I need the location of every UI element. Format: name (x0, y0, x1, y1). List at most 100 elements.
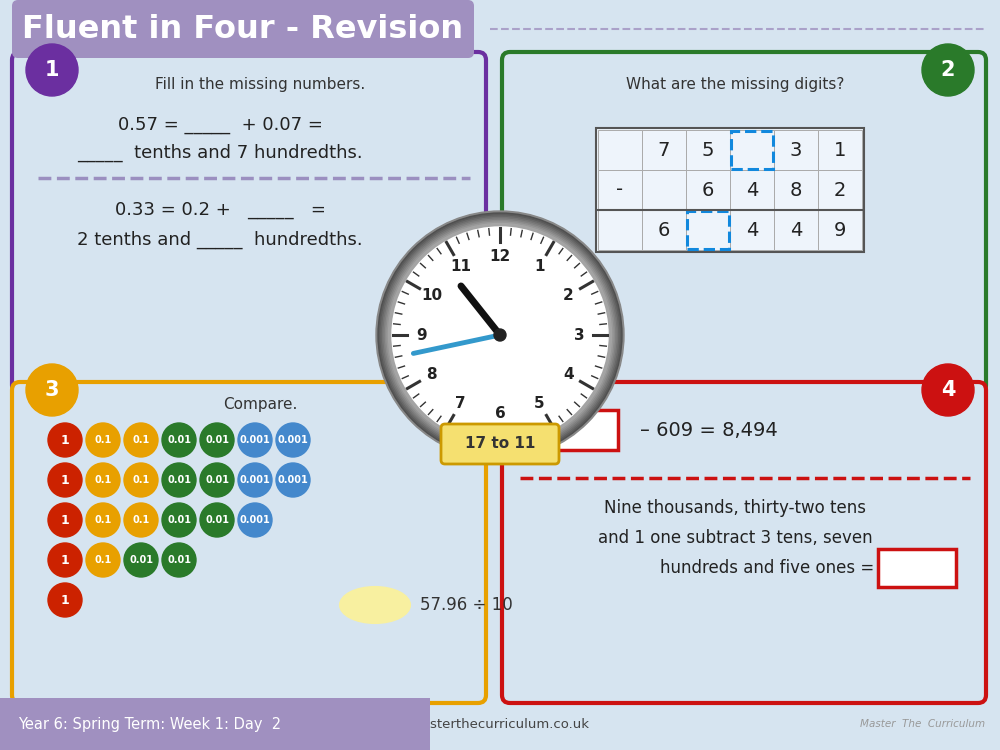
Circle shape (238, 423, 272, 457)
Circle shape (238, 463, 272, 497)
FancyBboxPatch shape (878, 549, 956, 587)
Circle shape (387, 222, 613, 448)
Text: 2: 2 (941, 60, 955, 80)
Circle shape (381, 216, 619, 454)
Circle shape (48, 423, 82, 457)
Ellipse shape (340, 587, 410, 623)
Text: 3: 3 (790, 140, 802, 160)
Bar (686, 130, 730, 170)
Bar (774, 210, 818, 250)
Circle shape (392, 227, 608, 443)
Circle shape (922, 44, 974, 96)
Bar (598, 130, 642, 170)
Circle shape (124, 543, 158, 577)
Text: 0.1: 0.1 (94, 435, 112, 445)
Bar (774, 170, 818, 210)
Circle shape (162, 463, 196, 497)
FancyBboxPatch shape (441, 424, 559, 464)
Text: 0.01: 0.01 (167, 435, 191, 445)
Text: -: - (616, 181, 624, 200)
Text: Year 6: Spring Term: Week 1: Day  2: Year 6: Spring Term: Week 1: Day 2 (18, 716, 281, 731)
Text: 12: 12 (489, 249, 511, 264)
Text: Compare.: Compare. (223, 398, 297, 412)
FancyBboxPatch shape (12, 0, 474, 58)
Circle shape (48, 543, 82, 577)
Bar (642, 170, 686, 210)
Text: 0.1: 0.1 (132, 435, 150, 445)
Text: 0.33 = 0.2 +   _____   =: 0.33 = 0.2 + _____ = (115, 201, 325, 219)
Text: 0.001: 0.001 (240, 435, 270, 445)
Text: 7: 7 (455, 396, 466, 411)
Circle shape (162, 543, 196, 577)
Text: 17 to 11: 17 to 11 (465, 436, 535, 451)
Circle shape (386, 220, 614, 449)
Text: 3: 3 (45, 380, 59, 400)
Circle shape (922, 364, 974, 416)
Circle shape (48, 463, 82, 497)
Text: 11: 11 (450, 260, 471, 274)
Bar (687, 211, 729, 249)
Text: 6: 6 (658, 220, 670, 239)
Text: 4: 4 (790, 220, 802, 239)
Text: 0.001: 0.001 (240, 515, 270, 525)
Text: 57.96 ÷ 10: 57.96 ÷ 10 (420, 596, 513, 614)
Bar (598, 210, 642, 250)
Text: 1: 1 (834, 140, 846, 160)
Circle shape (124, 463, 158, 497)
Bar (686, 210, 730, 250)
Bar (730, 170, 774, 210)
Text: 0.001: 0.001 (278, 435, 308, 445)
Circle shape (376, 211, 624, 459)
Text: Master  The  Curriculum: Master The Curriculum (860, 719, 985, 729)
Text: 0.01: 0.01 (205, 475, 229, 485)
Text: Nine thousands, thirty-two tens: Nine thousands, thirty-two tens (604, 499, 866, 517)
Text: Fluent in Four - Revision: Fluent in Four - Revision (22, 13, 464, 44)
Text: 1: 1 (61, 473, 69, 487)
Text: 0.01: 0.01 (167, 515, 191, 525)
Text: 8: 8 (790, 181, 802, 200)
Circle shape (26, 44, 78, 96)
Bar (598, 170, 642, 210)
Text: What are the missing digits?: What are the missing digits? (626, 77, 844, 92)
Text: 0.1: 0.1 (94, 515, 112, 525)
Circle shape (48, 583, 82, 617)
FancyBboxPatch shape (12, 52, 486, 393)
Text: 5: 5 (702, 140, 714, 160)
Text: _____  tenths and 7 hundredths.: _____ tenths and 7 hundredths. (77, 144, 363, 162)
Text: and 1 one subtract 3 tens, seven: and 1 one subtract 3 tens, seven (598, 529, 872, 547)
Text: 2 tenths and _____  hundredths.: 2 tenths and _____ hundredths. (77, 231, 363, 249)
Circle shape (86, 463, 120, 497)
Circle shape (494, 329, 506, 341)
Circle shape (162, 503, 196, 537)
Text: 1: 1 (534, 260, 545, 274)
Circle shape (238, 503, 272, 537)
Bar (818, 130, 862, 170)
Text: 6: 6 (495, 406, 505, 422)
Text: masterthecurriculum.co.uk: masterthecurriculum.co.uk (410, 718, 590, 730)
FancyBboxPatch shape (502, 382, 986, 703)
Text: 0.1: 0.1 (94, 555, 112, 565)
Circle shape (378, 213, 622, 457)
Bar (774, 130, 818, 170)
Circle shape (200, 503, 234, 537)
Bar (686, 170, 730, 210)
Bar (642, 130, 686, 170)
Text: – 609 = 8,494: – 609 = 8,494 (640, 421, 778, 440)
Bar (818, 210, 862, 250)
Text: hundreds and five ones =: hundreds and five ones = (660, 559, 874, 577)
Text: 0.1: 0.1 (132, 475, 150, 485)
Circle shape (26, 364, 78, 416)
Bar (730, 210, 774, 250)
FancyBboxPatch shape (12, 382, 486, 703)
FancyBboxPatch shape (528, 410, 618, 450)
FancyBboxPatch shape (502, 52, 986, 393)
Circle shape (124, 503, 158, 537)
Circle shape (86, 503, 120, 537)
Text: 0.57 = _____  + 0.07 =: 0.57 = _____ + 0.07 = (118, 116, 322, 134)
Text: 0.01: 0.01 (129, 555, 153, 565)
Text: 4: 4 (746, 220, 758, 239)
Bar (730, 130, 774, 170)
Text: 1: 1 (45, 60, 59, 80)
Circle shape (200, 463, 234, 497)
Circle shape (162, 423, 196, 457)
